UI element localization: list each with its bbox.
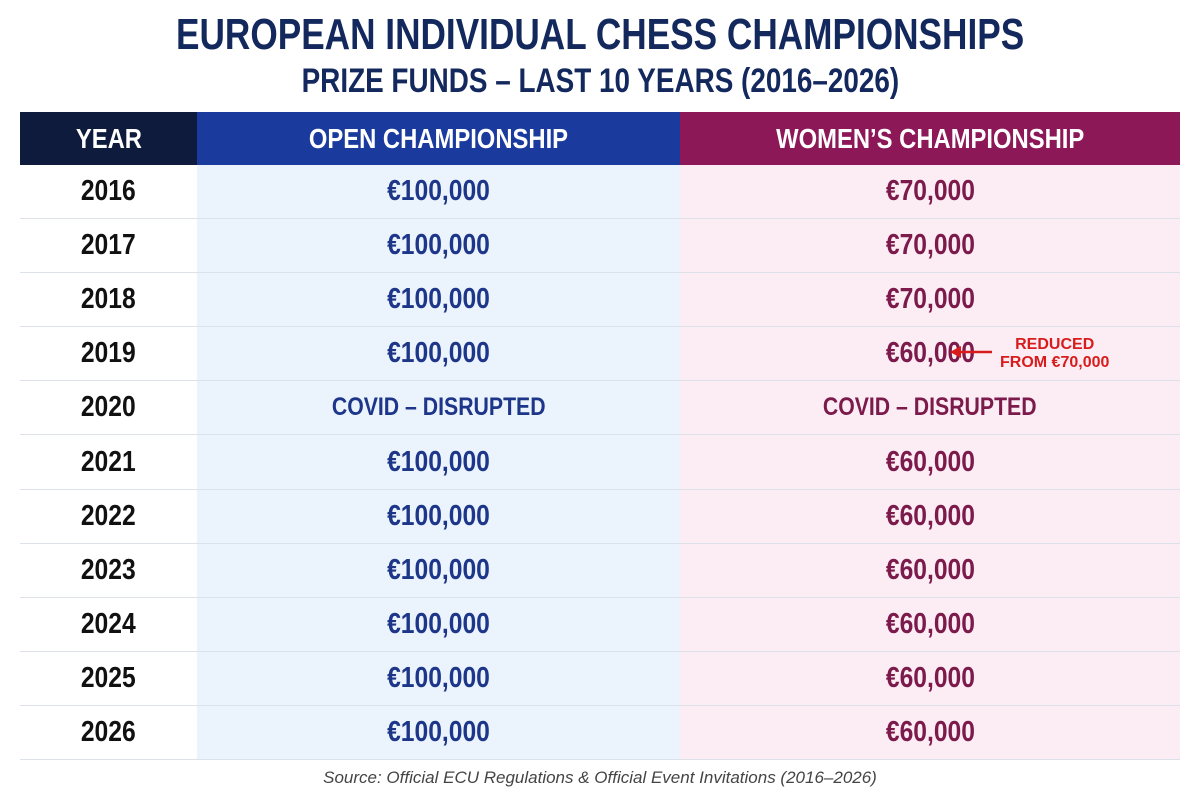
open-value: €100,000 [387,607,490,640]
year-value: 2017 [81,229,136,262]
year-cell: 2023 [20,543,197,598]
table-row: 2025 €100,000 €60,000 [20,651,1180,706]
table-row: 2021 €100,000 €60,000 [20,435,1180,490]
year-value: 2024 [81,607,136,640]
women-value: €60,000 [885,499,975,532]
open-cell: €100,000 [197,705,680,761]
women-cell: €60,000 REDUCED FROM €70,000 [680,327,1180,382]
women-cell: €60,000 [680,489,1180,544]
year-value: 2018 [81,283,136,316]
year-cell: 2016 [20,165,197,220]
table-row: 2022 €100,000 €60,000 [20,489,1180,544]
women-cell: €60,000 [680,705,1180,761]
open-value: €100,000 [387,337,490,370]
prize-table: YEAR OPEN CHAMPIONSHIP WOMEN’S CHAMPIONSHI… [20,112,1180,761]
open-value: €100,000 [387,661,490,694]
year-cell: 2019 [20,327,197,382]
open-cell: COVID – DISRUPTED [197,381,680,436]
women-cell: €60,000 [680,597,1180,652]
table-row: 2019 €100,000 €60,000 REDUCED FROM €70,000 [20,327,1180,382]
open-cell: €100,000 [197,165,680,220]
table-row: 2020 COVID – DISRUPTED COVID – DISRUPTED [20,381,1180,436]
subtitle-text: PRIZE FUNDS – LAST 10 YEARS (2016–2026) [301,62,899,100]
header-cell: YEAR [20,112,197,165]
year-cell: 2020 [20,381,197,436]
women-cell: €70,000 [680,165,1180,220]
year-value: 2025 [81,661,136,694]
subtitle: PRIZE FUNDS – LAST 10 YEARS (2016–2026) [0,62,1200,101]
open-cell: €100,000 [197,489,680,544]
year-value: 2020 [81,391,136,424]
women-cell: €60,000 [680,435,1180,490]
open-value: €100,000 [387,715,490,748]
open-value: €100,000 [387,229,490,262]
title: EUROPEAN INDIVIDUAL CHESS CHAMPIONSHIPS [0,10,1200,60]
women-value: €70,000 [885,229,975,262]
women-value: COVID – DISRUPTED [823,393,1037,422]
table-body: 2016 €100,000 €70,000 2017 €100,000 €70,000 20… [20,165,1180,761]
year-cell: 2025 [20,651,197,706]
year-value: 2019 [81,337,136,370]
year-value: 2026 [81,715,136,748]
open-value: €100,000 [387,175,490,208]
open-cell: €100,000 [197,543,680,598]
women-value: €60,000 [885,607,975,640]
table-row: 2018 €100,000 €70,000 [20,273,1180,328]
women-cell: €70,000 [680,219,1180,274]
annotation-line: FROM €70,000 [1000,354,1110,372]
title-text: EUROPEAN INDIVIDUAL CHESS CHAMPIONSHIPS [175,10,1025,59]
header-row: YEAR OPEN CHAMPIONSHIP WOMEN’S CHAMPIONSHI… [20,112,1180,165]
year-value: 2021 [81,445,136,478]
open-cell: €100,000 [197,597,680,652]
header-cell: WOMEN’S CHAMPIONSHIP [680,112,1180,165]
open-value: €100,000 [387,283,490,316]
year-cell: 2024 [20,597,197,652]
open-value: COVID – DISRUPTED [331,393,546,422]
year-cell: 2017 [20,219,197,274]
table-row: 2023 €100,000 €60,000 [20,543,1180,598]
table-row: 2016 €100,000 €70,000 [20,165,1180,220]
header-cell: OPEN CHAMPIONSHIP [197,112,680,165]
year-cell: 2018 [20,273,197,328]
open-value: €100,000 [387,445,490,478]
open-value: €100,000 [387,553,490,586]
women-cell: €60,000 [680,543,1180,598]
women-value: €60,000 [885,553,975,586]
women-value: €60,000 [885,445,975,478]
header-text: YEAR [75,122,142,154]
table-row: 2024 €100,000 €60,000 [20,597,1180,652]
women-value: €60,000 [885,661,975,694]
table-row: 2017 €100,000 €70,000 [20,219,1180,274]
women-cell: €60,000 [680,651,1180,706]
header-text: WOMEN’S CHAMPIONSHIP [775,122,1085,154]
source-note: Source: Official ECU Regulations & Offic… [323,768,877,787]
open-cell: €100,000 [197,327,680,382]
open-cell: €100,000 [197,219,680,274]
open-cell: €100,000 [197,273,680,328]
year-cell: 2021 [20,435,197,490]
arrow [950,346,992,359]
year-cell: 2022 [20,489,197,544]
open-cell: €100,000 [197,651,680,706]
women-cell: €70,000 [680,273,1180,328]
open-cell: €100,000 [197,435,680,490]
women-cell: COVID – DISRUPTED [680,381,1180,436]
annotation: REDUCED FROM €70,000 [1000,336,1109,372]
year-cell: 2026 [20,705,197,761]
women-value: €70,000 [885,175,975,208]
open-value: €100,000 [387,499,490,532]
table-row: 2026 €100,000 €60,000 [20,705,1180,761]
year-value: 2023 [81,553,136,586]
year-value: 2022 [81,499,136,532]
women-value: €60,000 [885,715,975,748]
women-value: €70,000 [885,283,975,316]
year-value: 2016 [81,175,136,208]
annotation-line: REDUCED [1015,336,1095,354]
header-text: OPEN CHAMPIONSHIP [308,122,569,154]
